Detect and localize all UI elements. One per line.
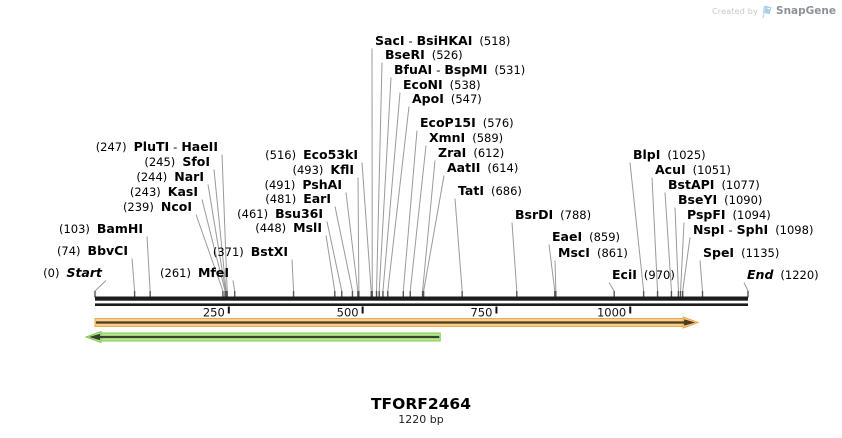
leader-line — [651, 177, 659, 292]
leader-line — [357, 177, 360, 292]
enzyme-label: BfuAI - BspMI (531) — [394, 62, 525, 77]
enzyme-label: (461) Bsu36I — [237, 206, 323, 221]
enzyme-label: End (1220) — [747, 267, 819, 282]
enzyme-label: (493) KflI — [292, 162, 354, 177]
leader-line — [554, 260, 557, 292]
leader-line — [699, 260, 704, 292]
leader-line — [213, 169, 227, 292]
enzyme-label: (74) BbvCI — [57, 243, 128, 258]
enzyme-label: SacI - BsiHKAI (518) — [375, 33, 510, 48]
leader-line — [131, 258, 136, 292]
enzyme-label: MscI (861) — [558, 245, 628, 260]
leader-line — [629, 162, 645, 292]
enzyme-label: BseRI (526) — [385, 47, 463, 62]
leader-line — [201, 199, 226, 292]
orf-forward-head-inner — [684, 319, 696, 326]
enzyme-label: (247) PluTI - HaeII — [96, 139, 218, 154]
leader-line — [378, 77, 392, 292]
enzyme-label: TatI (686) — [458, 183, 522, 198]
scale-tick-label: 250 — [203, 306, 225, 320]
enzyme-label: SpeI (1135) — [703, 245, 779, 260]
scale-tick-label: 500 — [337, 306, 359, 320]
enzyme-label: AcuI (1051) — [655, 162, 731, 177]
enzyme-label: ZraI (612) — [438, 145, 504, 160]
enzyme-label: BsrDI (788) — [515, 207, 591, 222]
leader-line — [382, 92, 401, 292]
enzyme-label: (245) SfoI — [144, 154, 210, 169]
map-footer: TFORF2464 1220 bp — [0, 396, 842, 426]
leader-line — [221, 154, 228, 292]
leader-line — [454, 198, 463, 292]
leader-line — [402, 130, 418, 292]
leader-line — [195, 214, 224, 292]
enzyme-label: AatII (614) — [447, 160, 518, 175]
enzyme-label: (0) Start — [43, 265, 103, 280]
leader-line — [664, 192, 672, 292]
snapgene-logo-icon — [762, 4, 772, 18]
leader-line — [345, 192, 359, 292]
enzyme-label: (371) BstXI — [213, 244, 288, 259]
sequence-title: TFORF2464 — [370, 395, 471, 413]
leader-line — [511, 222, 518, 292]
enzyme-label: EaeI (859) — [552, 229, 620, 244]
leader-line — [608, 282, 615, 292]
leader-line — [423, 175, 445, 292]
leader-line — [94, 280, 107, 292]
enzyme-label: BseYI (1090) — [678, 192, 762, 207]
enzyme-label: BlpI (1025) — [633, 147, 706, 162]
leader-line — [548, 244, 556, 292]
enzyme-label: EcoP15I (576) — [420, 115, 514, 130]
enzyme-label: (481) EarI — [265, 191, 331, 206]
enzyme-label: (103) BamHI — [59, 221, 143, 236]
scale-tick-label: 750 — [470, 306, 492, 320]
watermark-brand: SnapGene — [776, 5, 836, 17]
leader-line — [232, 280, 236, 292]
enzyme-label: (448) MslI — [255, 220, 322, 235]
leader-line — [146, 236, 151, 292]
leader-line — [743, 282, 749, 292]
enzyme-label: (261) MfeI — [160, 265, 229, 280]
enzyme-label: EcoNI (538) — [403, 77, 481, 92]
leader-line — [680, 222, 685, 292]
enzyme-label: EciI (970) — [612, 267, 675, 282]
sequence-bar-top-strand — [95, 296, 748, 301]
enzyme-label: (516) Eco53kI — [265, 147, 358, 162]
enzyme-label: ApoI (547) — [412, 91, 482, 106]
leader-line — [674, 207, 679, 292]
leader-line — [422, 160, 436, 292]
enzyme-label: PspFI (1094) — [687, 207, 771, 222]
enzyme-label: NspI - SphI (1098) — [693, 222, 813, 237]
sequence-length: 1220 bp — [398, 413, 444, 426]
leader-line — [376, 62, 383, 292]
leader-line — [291, 259, 295, 292]
enzyme-label: (243) KasI — [130, 184, 198, 199]
leader-line — [387, 106, 410, 292]
sequence-bar-bottom-strand — [95, 303, 748, 306]
enzyme-label: BstAPI (1077) — [668, 177, 760, 192]
scale-tick-label: 1000 — [597, 306, 626, 320]
leader-line — [682, 237, 691, 292]
leader-line — [325, 235, 336, 292]
leader-line — [361, 162, 372, 292]
watermark-created-by: Created by — [712, 6, 759, 16]
enzyme-label: (239) NcoI — [123, 199, 192, 214]
watermark: Created by SnapGene — [712, 4, 836, 18]
enzyme-label: (244) NarI — [136, 169, 204, 184]
leader-line — [207, 184, 227, 292]
leader-line — [326, 221, 343, 292]
leader-line — [334, 206, 353, 292]
enzyme-label: (491) PshAI — [264, 177, 342, 192]
leader-line — [409, 145, 427, 292]
enzyme-label: XmnI (589) — [429, 130, 503, 145]
orf-reverse-head-inner — [89, 333, 100, 341]
